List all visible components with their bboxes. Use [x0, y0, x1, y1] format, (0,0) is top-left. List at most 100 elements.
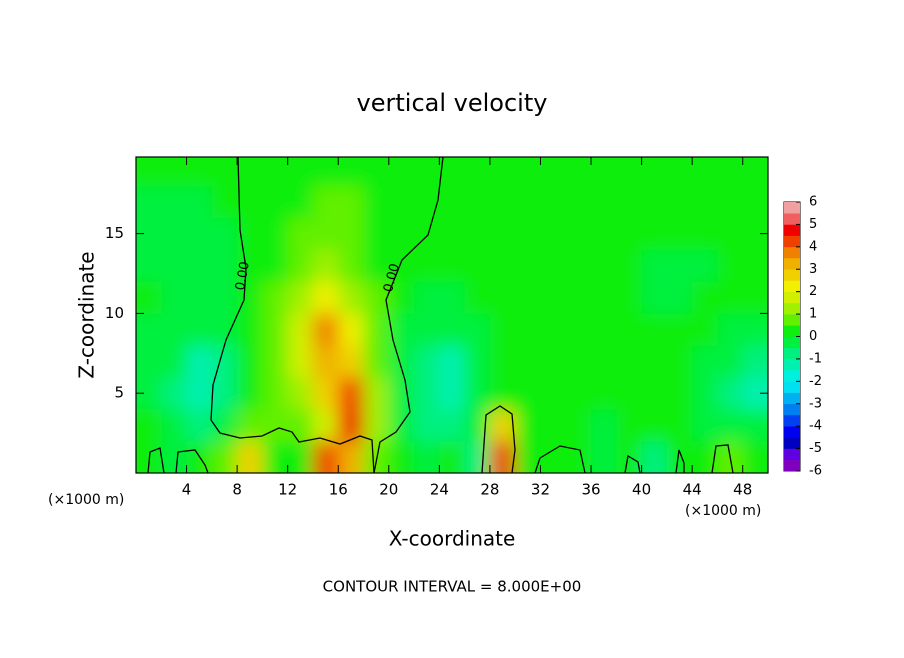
heat-cell: [237, 345, 263, 378]
heat-cell: [742, 409, 768, 442]
heat-cell: [262, 185, 289, 219]
heat-cell: [338, 217, 365, 251]
heat-cell: [414, 441, 440, 473]
heat-cell: [237, 185, 263, 219]
heat-cell: [338, 313, 365, 346]
x-unit: (×1000 m): [685, 503, 761, 519]
colorbar-segment: [784, 414, 800, 427]
heat-cell: [161, 345, 188, 378]
x-tick-label: 36: [581, 481, 600, 499]
heat-cell: [388, 157, 415, 187]
heat-cell: [692, 185, 718, 219]
heat-cell: [186, 345, 213, 378]
colorbar-segment: [784, 213, 800, 225]
heat-cell: [414, 249, 440, 282]
heat-cell: [540, 409, 567, 442]
x-tick-label: 16: [329, 481, 348, 499]
contour-line: [210, 157, 375, 473]
heat-cell: [489, 157, 516, 187]
heat-cell: [616, 377, 643, 410]
heat-cell: [717, 377, 744, 410]
heat-cell: [186, 249, 213, 282]
y-axis-label: Z-coordinate: [75, 251, 99, 378]
heat-cell: [742, 345, 768, 378]
heat-cell: [136, 409, 162, 442]
heat-cell: [641, 281, 668, 314]
heat-cell: [591, 409, 617, 442]
heat-cell: [363, 441, 390, 473]
heat-cell: [565, 441, 592, 473]
heat-cell: [616, 217, 643, 251]
heat-cell: [565, 217, 592, 251]
heat-cell: [692, 313, 718, 346]
heat-cell: [287, 345, 314, 378]
heat-cell: [666, 409, 693, 442]
heat-cell: [692, 157, 718, 187]
heat-cell: [742, 313, 768, 346]
heat-cell: [692, 377, 718, 410]
heat-cell: [692, 281, 718, 314]
heat-cell: [262, 345, 289, 378]
heat-cell: [616, 409, 643, 442]
heat-cell: [388, 345, 415, 378]
heat-cell: [464, 441, 491, 473]
contour-line: [373, 157, 444, 473]
heat-cell: [414, 345, 440, 378]
heat-cell: [641, 377, 668, 410]
heat-cell: [515, 345, 541, 378]
heat-cell: [641, 249, 668, 282]
heat-cell: [717, 217, 744, 251]
heat-cell: [287, 281, 314, 314]
heat-cell: [211, 185, 238, 219]
x-tick-label: 12: [278, 481, 297, 499]
heat-cell: [136, 345, 162, 378]
heat-cell: [312, 217, 339, 251]
heat-cell: [312, 185, 339, 219]
heat-cell: [186, 185, 213, 219]
heat-cell: [565, 345, 592, 378]
heat-cell: [287, 185, 314, 219]
heat-cell: [338, 441, 365, 473]
colorbar-segment: [784, 302, 800, 315]
colorbar-segment: [784, 325, 800, 337]
heat-cell: [237, 441, 263, 473]
heat-cell: [363, 313, 390, 346]
heat-cell: [591, 217, 617, 251]
heat-cell: [692, 409, 718, 442]
colorbar-tick-label: -5: [809, 441, 822, 456]
heat-cell: [666, 441, 693, 473]
heat-cell: [641, 217, 668, 251]
colorbar-tick-label: -2: [809, 374, 822, 389]
plot-frame: [135, 156, 769, 474]
heat-cell: [591, 281, 617, 314]
heat-cell: [540, 217, 567, 251]
colorbar-tick-label: 4: [809, 239, 817, 254]
heat-cell: [287, 377, 314, 410]
heat-cell: [515, 157, 541, 187]
heat-cell: [742, 441, 768, 473]
colorbar-segment: [784, 336, 800, 349]
heat-cell: [186, 409, 213, 442]
heat-cell: [363, 377, 390, 410]
heat-cell: [338, 345, 365, 378]
heat-cell: [464, 313, 491, 346]
heat-cell: [363, 345, 390, 378]
colorbar-segment: [784, 426, 800, 438]
heat-cell: [616, 345, 643, 378]
heat-cell: [439, 441, 466, 473]
colorbar-segment: [784, 246, 800, 259]
heat-cell: [186, 281, 213, 314]
heat-cell: [414, 185, 440, 219]
heat-cell: [388, 217, 415, 251]
heat-cell: [186, 313, 213, 346]
colorbar-tick-label: -3: [809, 396, 822, 411]
x-axis-label: X-coordinate: [389, 527, 516, 551]
heat-cell: [666, 249, 693, 282]
heat-cell: [262, 281, 289, 314]
heat-cell: [161, 281, 188, 314]
heat-cell: [388, 377, 415, 410]
heat-cell: [363, 281, 390, 314]
heat-cell: [565, 157, 592, 187]
colorbar-tick-label: 0: [809, 329, 817, 344]
heat-cell: [540, 377, 567, 410]
